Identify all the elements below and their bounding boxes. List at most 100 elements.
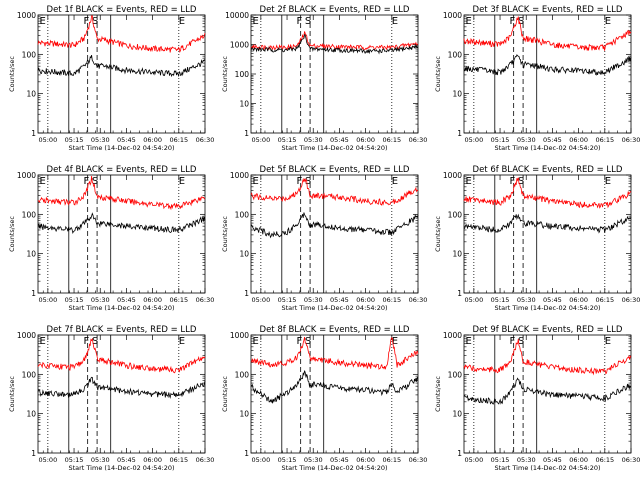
y-tick-label: 10: [26, 250, 36, 259]
x-tick-label: 06:00: [569, 136, 588, 144]
event-marker-f: F: [509, 16, 515, 27]
x-tick-label: 06:30: [196, 296, 215, 304]
x-tick-label: 05:15: [65, 456, 84, 464]
series-red-line: [37, 176, 206, 211]
x-tick-label: 06:00: [356, 456, 375, 464]
series-red-line: [463, 16, 632, 51]
y-tick-label: 1: [457, 129, 462, 138]
y-axis-label: Counts/sec: [434, 376, 442, 412]
series-black-line: [250, 370, 419, 404]
event-marker-s: S: [518, 176, 524, 187]
detector-panel-1: Det 1f BLACK = Events, RED = LLD Counts/s…: [8, 5, 214, 152]
x-tick-label: 05:00: [251, 136, 270, 144]
panel-title: Det 6f BLACK = Events, RED = LLD: [473, 165, 623, 175]
event-marker-f: F: [83, 336, 89, 347]
x-tick-label: 06:15: [595, 296, 614, 304]
plot-frame: [463, 334, 632, 454]
event-marker-s: S: [92, 16, 98, 27]
x-axis-label: Start Time (14-Dec-02 04:54:20): [494, 144, 600, 152]
x-tick-label: 06:00: [143, 296, 162, 304]
event-marker-e: E: [179, 176, 185, 187]
x-axis-label: Start Time (14-Dec-02 04:54:20): [281, 144, 387, 152]
detector-panel-8: Det 8f BLACK = Events, RED = LLD Counts/s…: [221, 325, 427, 472]
y-tick-label: 10: [239, 100, 249, 109]
y-tick-label: 10: [452, 410, 462, 419]
event-marker-f: F: [83, 176, 89, 187]
x-tick-label: 05:45: [330, 296, 349, 304]
y-tick-label: 100: [448, 210, 463, 219]
panel-title: Det 4f BLACK = Events, RED = LLD: [47, 165, 197, 175]
series-red-line: [250, 177, 419, 206]
x-tick-label: 05:00: [38, 296, 57, 304]
event-marker-s: S: [518, 16, 524, 27]
x-axis-label: Start Time (14-Dec-02 04:54:20): [68, 304, 174, 312]
x-tick-label: 05:45: [543, 456, 562, 464]
y-axis-label: Counts/sec: [434, 56, 442, 92]
event-marker-e: E: [252, 16, 258, 27]
series-red-line: [37, 337, 206, 374]
event-marker-s: S: [305, 336, 311, 347]
x-tick-label: 06:15: [382, 136, 401, 144]
x-tick-label: 05:30: [304, 296, 323, 304]
x-tick-label: 05:00: [251, 296, 270, 304]
x-tick-label: 05:15: [491, 136, 510, 144]
x-tick-label: 05:45: [543, 296, 562, 304]
series-black-line: [250, 33, 419, 55]
event-marker-s: S: [92, 176, 98, 187]
x-tick-label: 06:15: [169, 136, 188, 144]
detector-panel-7: Det 7f BLACK = Events, RED = LLD Counts/s…: [8, 325, 214, 472]
y-tick-label: 1: [31, 129, 36, 138]
panel-title: Det 2f BLACK = Events, RED = LLD: [260, 5, 410, 15]
x-tick-label: 06:15: [382, 296, 401, 304]
x-tick-label: 05:30: [91, 136, 110, 144]
x-tick-label: 06:15: [169, 456, 188, 464]
y-tick-label: 10: [239, 410, 249, 419]
y-tick-label: 1000: [443, 11, 462, 20]
series-black-line: [463, 377, 632, 405]
x-tick-label: 06:15: [382, 456, 401, 464]
y-axis-label: Counts/sec: [8, 56, 16, 92]
event-marker-s: S: [305, 176, 311, 187]
y-tick-label: 1: [457, 289, 462, 298]
panel-title: Det 1f BLACK = Events, RED = LLD: [47, 5, 197, 15]
y-tick-label: 1000: [17, 171, 36, 180]
x-tick-label: 05:30: [91, 296, 110, 304]
y-tick-label: 1000: [443, 331, 462, 340]
series-black-line: [250, 212, 419, 239]
x-tick-label: 06:00: [143, 456, 162, 464]
detector-panel-6: Det 6f BLACK = Events, RED = LLD Counts/s…: [434, 165, 640, 312]
event-marker-f: F: [296, 336, 302, 347]
y-tick-label: 1000: [17, 11, 36, 20]
x-axis-label: Start Time (14-Dec-02 04:54:20): [494, 304, 600, 312]
x-tick-label: 06:30: [196, 136, 215, 144]
x-tick-label: 05:00: [38, 456, 57, 464]
y-tick-label: 1000: [230, 171, 249, 180]
y-axis-label: Counts/sec: [221, 376, 229, 412]
x-tick-label: 05:45: [330, 136, 349, 144]
x-axis-label: Start Time (14-Dec-02 04:54:20): [68, 144, 174, 152]
y-tick-label: 1: [31, 449, 36, 458]
event-marker-s: S: [518, 336, 524, 347]
y-tick-label: 10: [452, 250, 462, 259]
x-tick-label: 05:30: [517, 136, 536, 144]
x-tick-label: 06:00: [569, 296, 588, 304]
x-tick-label: 06:00: [356, 296, 375, 304]
event-marker-f: F: [509, 176, 515, 187]
event-marker-e: E: [252, 336, 258, 347]
x-tick-label: 05:15: [278, 136, 297, 144]
x-tick-label: 05:45: [543, 136, 562, 144]
x-axis-label: Start Time (14-Dec-02 04:54:20): [281, 464, 387, 472]
panel-title: Det 5f BLACK = Events, RED = LLD: [260, 165, 410, 175]
detector-panel-5: Det 5f BLACK = Events, RED = LLD Counts/s…: [221, 165, 427, 312]
y-tick-label: 100: [22, 50, 37, 59]
event-marker-f: F: [296, 16, 302, 27]
x-tick-label: 05:45: [117, 456, 136, 464]
x-tick-label: 05:45: [117, 136, 136, 144]
event-marker-f: F: [509, 336, 515, 347]
x-tick-label: 05:15: [278, 456, 297, 464]
plot-frame: [463, 174, 632, 294]
x-tick-label: 05:30: [304, 456, 323, 464]
y-tick-label: 1: [244, 129, 249, 138]
x-tick-label: 05:15: [65, 296, 84, 304]
plot-frame: [463, 14, 632, 134]
